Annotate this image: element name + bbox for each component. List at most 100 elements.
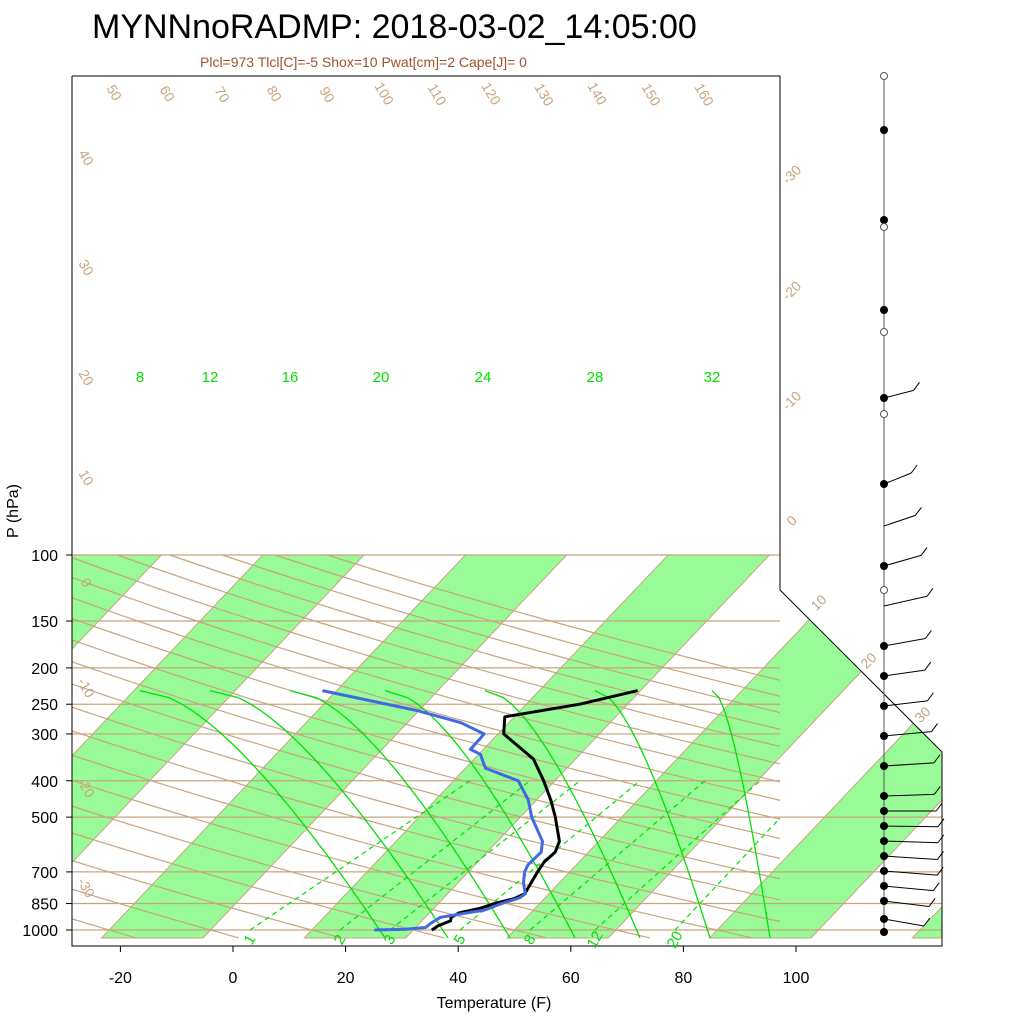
- dry-adiabat-label: 50: [104, 82, 126, 104]
- sounding-profiles: [322, 689, 639, 932]
- y-tick-label: 300: [31, 727, 58, 744]
- wind-barb-flag: [931, 723, 938, 732]
- moist-adiabat-label: 32: [704, 369, 721, 386]
- moist-adiabat: [711, 690, 771, 938]
- moist-adiabat-label: 12: [202, 369, 219, 386]
- wind-barb: [883, 669, 925, 677]
- dry-adiabat: [72, 754, 753, 939]
- dry-adiabat-label: 40: [76, 147, 98, 169]
- wind-barb: [883, 900, 930, 907]
- wind-level-open-dot: [880, 223, 888, 231]
- wind-barb: [883, 595, 928, 607]
- dry-adiabat-label: 70: [212, 84, 234, 106]
- wind-level-dot: [880, 216, 888, 224]
- moist-adiabat: [384, 689, 576, 939]
- y-tick-label: 850: [31, 897, 58, 914]
- wind-barb-flag: [926, 692, 934, 702]
- wind-barb: [883, 700, 928, 707]
- sounding-series-line: [430, 689, 639, 932]
- dry-adiabat-label: 160: [692, 80, 718, 108]
- dry-adiabat: [72, 832, 445, 939]
- wind-barb-column: [880, 72, 945, 936]
- wind-barb: [883, 389, 914, 399]
- y-tick-label: 100: [31, 548, 58, 565]
- wind-barb: [883, 885, 934, 892]
- isotherm-label: 30: [911, 703, 933, 725]
- wind-barb-flag: [937, 851, 944, 860]
- y-tick-label: 500: [31, 810, 58, 827]
- x-tick-label: 20: [337, 970, 355, 987]
- moist-adiabat: [289, 689, 511, 939]
- mixing-ratio-label: 12: [584, 928, 607, 951]
- wind-barb: [883, 638, 926, 647]
- wind-barb: [883, 762, 934, 767]
- wind-barb: [883, 514, 916, 527]
- dry-adiabat-label: -10: [74, 675, 98, 701]
- green-temperature-bands: [72, 554, 942, 939]
- isotherm-label: -10: [779, 388, 805, 414]
- wind-barb-flag: [928, 898, 936, 907]
- wind-barb: [883, 554, 922, 567]
- mixing-ratio-line: [339, 780, 531, 931]
- y-tick-label: 700: [31, 865, 58, 882]
- wind-barb: [883, 472, 912, 485]
- wind-barb: [883, 855, 938, 860]
- dry-adiabat: [72, 556, 780, 765]
- dry-adiabat: [72, 888, 240, 939]
- dry-adiabat-label: 110: [425, 81, 450, 109]
- moist-adiabat-label: 16: [282, 369, 299, 386]
- dry-adiabat: [117, 554, 780, 747]
- dry-adiabat: [72, 576, 780, 783]
- wind-barb-flag: [913, 382, 920, 391]
- page-subtitle: Plcl=973 Tlcl[C]=-5 Shox=10 Pwat[cm]=2 C…: [200, 54, 527, 70]
- wind-barb-flag: [933, 754, 941, 764]
- wind-level-dot: [880, 306, 888, 314]
- dry-adiabat: [72, 730, 780, 923]
- x-tick-label: 40: [449, 970, 467, 987]
- wind-barb: [883, 870, 938, 876]
- dry-adiabat: [72, 683, 780, 880]
- dry-adiabat-label: 100: [372, 79, 398, 107]
- dry-adiabat: [72, 661, 780, 859]
- wind-level-open-dot: [880, 328, 888, 336]
- wind-barb: [883, 825, 938, 828]
- moist-adiabat: [209, 689, 449, 939]
- wind-level-dot: [880, 928, 888, 936]
- mixing-ratio-line: [674, 817, 780, 931]
- y-tick-label: 1000: [22, 923, 58, 940]
- wind-barb-flag: [923, 917, 931, 927]
- wind-barb-flag: [937, 834, 945, 844]
- moist-adiabat-label: 20: [373, 369, 390, 386]
- mixing-ratio-line: [389, 780, 581, 931]
- dry-adiabat-label: 150: [639, 80, 665, 108]
- isotherm-label: 10: [807, 591, 829, 613]
- dry-adiabat: [0, 555, 33, 938]
- page-title: MYNNnoRADMP: 2018-03-02_14:05:00: [92, 8, 697, 46]
- wind-level-open-dot: [880, 410, 888, 418]
- isotherm-label: 20: [857, 649, 879, 671]
- isotherm-label: -30: [779, 162, 805, 188]
- wind-barb-flag: [933, 786, 941, 795]
- moist-adiabat: [484, 689, 641, 939]
- dry-adiabat-label: 90: [317, 84, 339, 106]
- moist-adiabat: [139, 689, 386, 939]
- wind-barb-flag: [937, 818, 945, 827]
- dry-adiabat-label: 140: [585, 79, 611, 107]
- sounding-series-line: [322, 689, 544, 932]
- wind-barb-flag: [924, 630, 932, 639]
- wind-barb-flag: [932, 882, 940, 891]
- moist-adiabats: [139, 689, 771, 939]
- wind-level-open-dot: [880, 586, 888, 594]
- wind-level-open-dot: [880, 72, 888, 80]
- dry-adiabat-label: 20: [76, 367, 98, 389]
- dry-adiabat: [72, 706, 780, 901]
- mixing-ratio-label: 20: [664, 928, 687, 951]
- mixing-ratio-line: [594, 780, 761, 931]
- mixing-ratio-line: [529, 780, 706, 931]
- plot-frame: [71, 75, 943, 947]
- dry-adiabat: [169, 554, 780, 730]
- y-axis-label: P (hPa): [5, 484, 22, 538]
- moist-adiabat-label: 8: [136, 369, 144, 386]
- dry-adiabat: [72, 617, 780, 820]
